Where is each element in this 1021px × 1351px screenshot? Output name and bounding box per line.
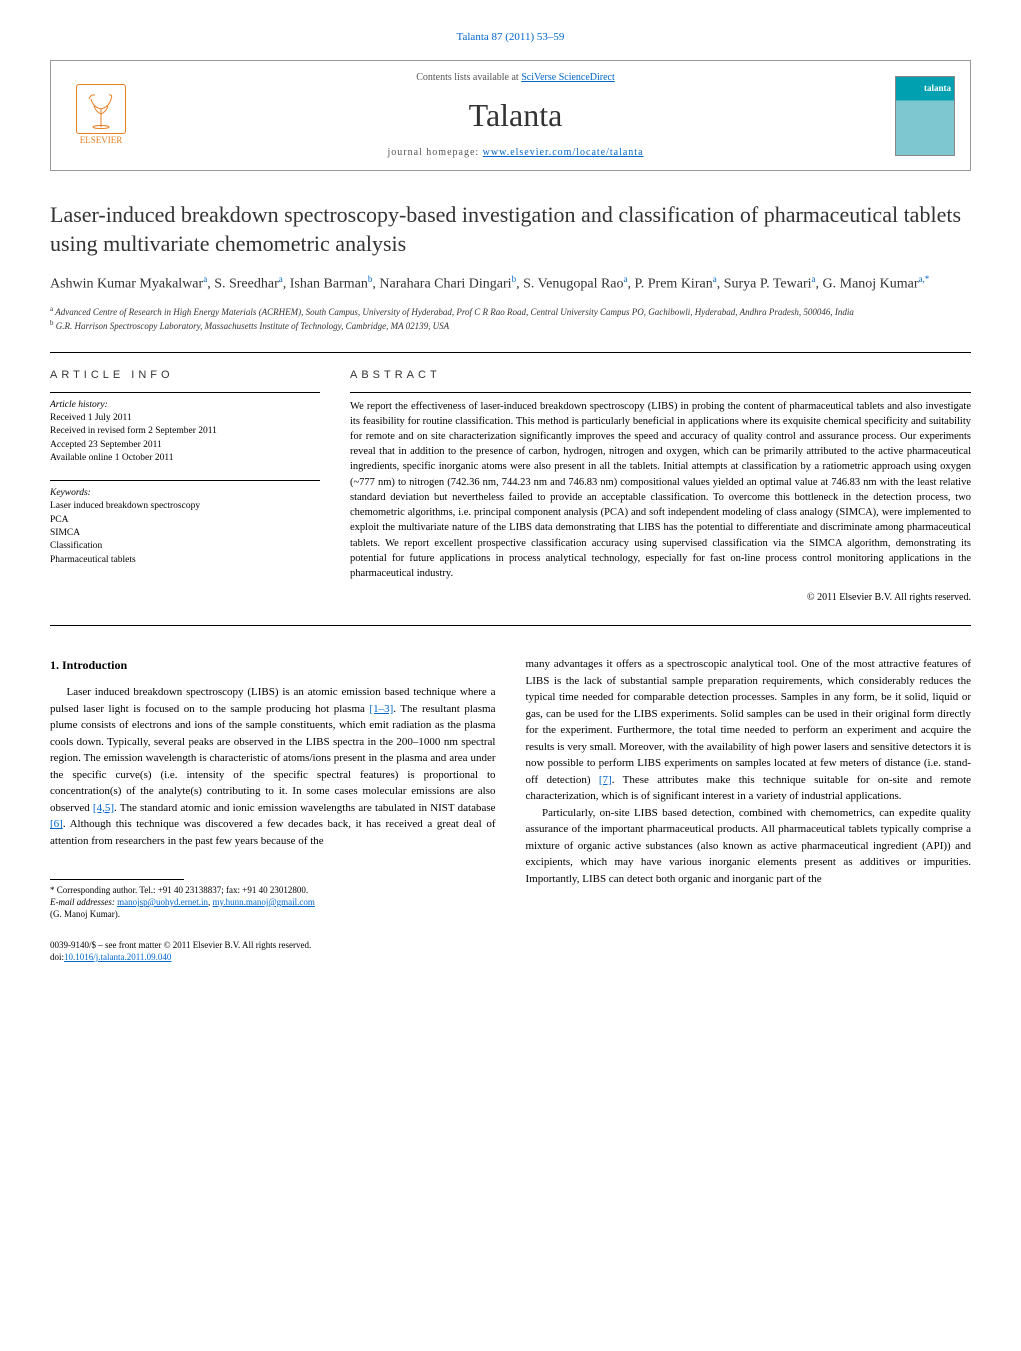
ref-link[interactable]: [6]	[50, 818, 63, 830]
keyword: Classification	[50, 540, 320, 553]
doi-link[interactable]: 10.1016/j.talanta.2011.09.040	[64, 952, 171, 962]
header-center: Contents lists available at SciVerse Sci…	[151, 71, 880, 160]
article-info: ARTICLE INFO Article history: Received 1…	[50, 368, 320, 605]
keywords-label: Keywords:	[50, 487, 320, 500]
author-affil: a,*	[919, 274, 930, 284]
citation-bar: Talanta 87 (2011) 53–59	[50, 30, 971, 45]
author-affil: b	[512, 274, 517, 284]
author: Ashwin Kumar Myakalwar	[50, 277, 203, 292]
intro-p2: many advantages it offers as a spectrosc…	[526, 656, 972, 805]
author: S. Venugopal Rao	[523, 277, 623, 292]
intro-p3: Particularly, on-site LIBS based detecti…	[526, 805, 972, 888]
divider	[50, 352, 971, 353]
journal-header: ELSEVIER Contents lists available at Sci…	[50, 60, 971, 171]
article-title: Laser-induced breakdown spectroscopy-bas…	[50, 201, 971, 258]
issn-line: 0039-9140/$ – see front matter © 2011 El…	[50, 940, 971, 952]
keywords-block: Keywords: Laser induced breakdown spectr…	[50, 480, 320, 567]
email-owner: (G. Manoj Kumar).	[50, 909, 496, 921]
contents-prefix: Contents lists available at	[416, 72, 521, 83]
author-affil: a	[279, 274, 283, 284]
author-affil: a	[713, 274, 717, 284]
body-columns: 1. Introduction Laser induced breakdown …	[50, 656, 971, 920]
contents-line: Contents lists available at SciVerse Sci…	[151, 71, 880, 85]
author-affil: a	[203, 274, 207, 284]
journal-cover-thumb: talanta	[895, 76, 955, 156]
authors-list: Ashwin Kumar Myakalwara, S. Sreedhara, I…	[50, 273, 971, 295]
author-affil: a	[624, 274, 628, 284]
keyword: PCA	[50, 514, 320, 527]
keyword: SIMCA	[50, 527, 320, 540]
footer: 0039-9140/$ – see front matter © 2011 El…	[50, 940, 971, 963]
cover-label: talanta	[924, 82, 951, 95]
author-affil: b	[368, 274, 373, 284]
keyword: Pharmaceutical tablets	[50, 554, 320, 567]
footnote-divider	[50, 879, 184, 880]
homepage-line: journal homepage: www.elsevier.com/locat…	[151, 146, 880, 160]
elsevier-tree-icon	[76, 84, 126, 134]
abstract-column: ABSTRACT We report the effectiveness of …	[350, 368, 971, 605]
abstract-text: We report the effectiveness of laser-ind…	[350, 392, 971, 582]
author: S. Sreedhar	[214, 277, 279, 292]
affiliation-b: G.R. Harrison Spectroscopy Laboratory, M…	[56, 321, 449, 331]
divider	[50, 625, 971, 626]
author: P. Prem Kiran	[635, 277, 713, 292]
corresponding-author-note: * Corresponding author. Tel.: +91 40 231…	[50, 885, 496, 897]
info-abstract-row: ARTICLE INFO Article history: Received 1…	[50, 368, 971, 605]
email-label: E-mail addresses:	[50, 897, 117, 907]
intro-heading: 1. Introduction	[50, 656, 496, 674]
history-label: Article history:	[50, 399, 320, 412]
footnotes: * Corresponding author. Tel.: +91 40 231…	[50, 885, 496, 920]
doi-prefix: doi:	[50, 952, 64, 962]
article-info-heading: ARTICLE INFO	[50, 368, 320, 383]
article-history: Article history: Received 1 July 2011 Re…	[50, 392, 320, 465]
author: Ishan Barman	[290, 277, 368, 292]
revised-date: Received in revised form 2 September 201…	[50, 425, 320, 438]
abstract-heading: ABSTRACT	[350, 368, 971, 383]
elsevier-label: ELSEVIER	[80, 134, 123, 147]
ref-link[interactable]: [1–3]	[369, 703, 393, 715]
author: Narahara Chari Dingari	[379, 277, 511, 292]
author-affil: a	[812, 274, 816, 284]
affiliation-a: Advanced Centre of Research in High Ener…	[55, 307, 854, 317]
body-col-right: many advantages it offers as a spectrosc…	[526, 656, 972, 920]
received-date: Received 1 July 2011	[50, 412, 320, 425]
journal-name: Talanta	[151, 93, 880, 138]
homepage-link[interactable]: www.elsevier.com/locate/talanta	[483, 147, 644, 158]
email-link[interactable]: manojsp@uohyd.ernet.in	[117, 897, 208, 907]
abstract-copyright: © 2011 Elsevier B.V. All rights reserved…	[350, 591, 971, 605]
keyword: Laser induced breakdown spectroscopy	[50, 500, 320, 513]
ref-link[interactable]: [4,5]	[93, 802, 114, 814]
intro-p1: Laser induced breakdown spectroscopy (LI…	[50, 684, 496, 849]
ref-link[interactable]: [7]	[599, 774, 612, 786]
online-date: Available online 1 October 2011	[50, 452, 320, 465]
sciencedirect-link[interactable]: SciVerse ScienceDirect	[521, 72, 615, 83]
accepted-date: Accepted 23 September 2011	[50, 439, 320, 452]
author: G. Manoj Kumar	[823, 277, 919, 292]
affiliations: a Advanced Centre of Research in High En…	[50, 305, 971, 332]
author: Surya P. Tewari	[724, 277, 812, 292]
body-col-left: 1. Introduction Laser induced breakdown …	[50, 656, 496, 920]
email-link[interactable]: my.hunn.manoj@gmail.com	[212, 897, 314, 907]
homepage-prefix: journal homepage:	[387, 147, 482, 158]
elsevier-logo: ELSEVIER	[66, 81, 136, 151]
